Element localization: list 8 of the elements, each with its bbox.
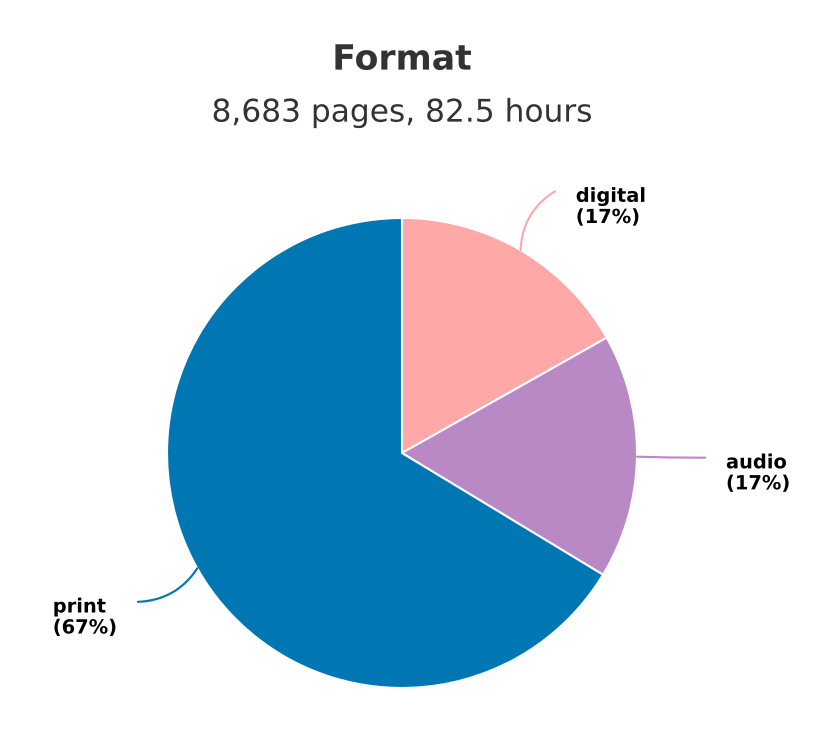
- data-label: (17%): [577, 208, 638, 226]
- data-label: (67%): [54, 618, 116, 636]
- data-label: (17%): [728, 474, 789, 492]
- chart-subtitle: 8,683 pages, 82.5 hours: [214, 98, 591, 128]
- slice-label: print: [54, 598, 106, 616]
- chart-title: Format: [335, 44, 471, 70]
- slice-label: digital: [576, 187, 644, 206]
- slice-label: audio: [726, 454, 786, 469]
